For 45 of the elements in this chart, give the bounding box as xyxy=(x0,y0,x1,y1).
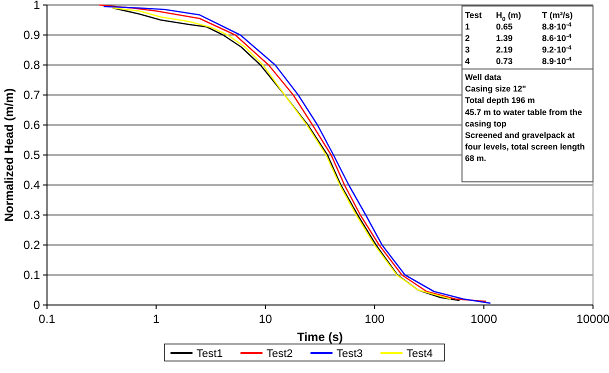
y-axis-title: Normalized Head (m/m) xyxy=(2,88,16,222)
annotation: 2.19 xyxy=(496,44,513,54)
legend-label: Test3 xyxy=(336,348,363,360)
legend-label: Test2 xyxy=(266,348,293,360)
y-tick-label: 0.3 xyxy=(23,208,40,222)
annotation: 0.73 xyxy=(496,56,513,66)
x-tick-label: 1000 xyxy=(470,312,498,326)
annotation: H$_{0}$ (m) xyxy=(496,10,522,23)
y-tick-label: 0.7 xyxy=(23,88,40,102)
annotation: 45.7 m to water table from the xyxy=(465,106,582,117)
annotation: Well data xyxy=(465,72,502,82)
y-tick-label: 0.2 xyxy=(23,238,40,252)
annotation: 4 xyxy=(465,56,470,66)
x-tick-label: 10000 xyxy=(576,312,609,326)
x-tick-label: 10 xyxy=(258,312,272,326)
y-tick-label: 0.4 xyxy=(23,178,40,192)
y-tick-label: 0.1 xyxy=(23,268,40,282)
legend-label: Test4 xyxy=(406,348,433,360)
annotation: 68 m. xyxy=(465,153,486,164)
y-tick-label: 0.8 xyxy=(23,58,40,72)
annotation: T (m²/s) xyxy=(542,10,573,20)
legend-label: Test1 xyxy=(196,348,223,360)
x-tick-label: 1 xyxy=(152,312,160,326)
y-tick-label: 1 xyxy=(33,0,40,12)
annotation: 8.8·10$^{-4}$ xyxy=(542,22,572,32)
annotation: Casing size 12" xyxy=(465,84,526,94)
y-tick-label: 0.9 xyxy=(23,28,40,42)
annotation: Test xyxy=(465,10,482,20)
annotation: 1 xyxy=(465,22,470,32)
x-tick-label: 100 xyxy=(364,312,385,326)
annotation: 2 xyxy=(465,33,470,43)
annotation: 9.2·10$^{-4}$ xyxy=(542,44,572,54)
y-tick-label: 0 xyxy=(33,298,40,312)
annotation: 8.9·10$^{-4}$ xyxy=(542,56,572,66)
x-axis-title: Time (s) xyxy=(297,330,343,344)
y-tick-label: 0.5 xyxy=(23,148,40,162)
annotation: Total depth 196 m xyxy=(465,95,535,106)
y-tick-label: 0.6 xyxy=(23,118,40,132)
annotation: 3 xyxy=(465,44,470,54)
annotation: 1.39 xyxy=(496,33,513,43)
annotation: Screened and gravelpack at xyxy=(465,130,575,140)
annotation: 0.65 xyxy=(496,22,513,32)
annotation: casing top xyxy=(465,118,506,128)
annotation: four levels, total screen length xyxy=(465,142,585,152)
annotation: 8.6·10$^{-4}$ xyxy=(542,33,572,43)
